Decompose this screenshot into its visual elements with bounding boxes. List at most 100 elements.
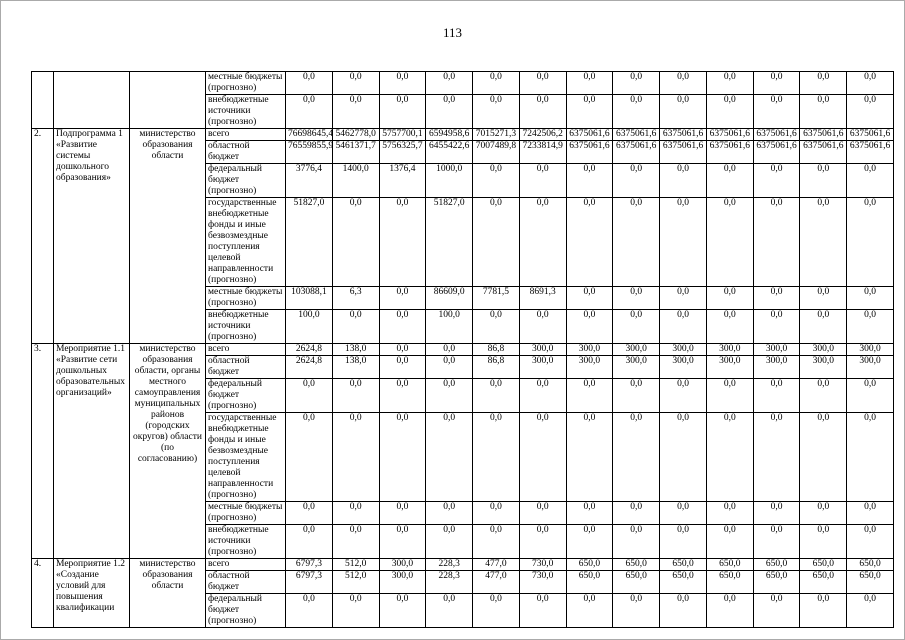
budget-type-cell: государственные внебюджетные фонды и ины…: [205, 197, 286, 287]
row-number-cell: 3.: [31, 343, 54, 559]
value-cell: 6455422,6: [425, 140, 474, 164]
value-cell: 0,0: [378, 94, 427, 129]
value-cell: 6375061,6: [612, 140, 661, 164]
value-cell: 0,0: [752, 309, 801, 344]
value-cell: 0,0: [612, 286, 661, 310]
value-cell: 300,0: [752, 355, 801, 379]
value-cell: 650,0: [705, 558, 754, 571]
value-cell: 0,0: [378, 197, 427, 287]
value-cell: 0,0: [472, 163, 520, 198]
value-cell: 0,0: [425, 378, 474, 413]
value-cell: 650,0: [799, 558, 848, 571]
value-cell: 0,0: [705, 71, 754, 95]
value-cell: 6797,3: [285, 570, 333, 594]
value-cell: 0,0: [472, 197, 520, 287]
value-cell: 0,0: [565, 286, 614, 310]
value-cell: 300,0: [518, 355, 567, 379]
value-cell: 0,0: [612, 197, 661, 287]
value-cell: 0,0: [752, 94, 801, 129]
value-cell: 0,0: [752, 501, 801, 525]
value-cell: 51827,0: [425, 197, 474, 287]
budget-table: местные бюджеты (прогнозно) 0,0 0,0 0,0 0,0 0…: [31, 71, 894, 628]
value-cell: 0,0: [846, 524, 894, 559]
value-cell: 0,0: [612, 309, 661, 344]
budget-type-cell: всего: [205, 128, 286, 141]
value-cell: 650,0: [846, 570, 894, 594]
value-cell: 0,0: [518, 94, 567, 129]
value-cell: 228,3: [425, 570, 474, 594]
value-cell: 1376,4: [378, 163, 427, 198]
value-cell: 0,0: [472, 501, 520, 525]
value-cell: 0,0: [285, 412, 333, 502]
value-cell: 0,0: [378, 309, 427, 344]
budget-type-cell: местные бюджеты (прогнозно): [205, 501, 286, 525]
ministry-cell: [129, 71, 206, 129]
value-cell: 0,0: [565, 309, 614, 344]
table-row: областной бюджет 6797,3 512,0 300,0 228,3 477…: [32, 570, 894, 594]
value-cell: 0,0: [378, 71, 427, 95]
value-cell: 0,0: [285, 501, 333, 525]
row-number-cell: [31, 71, 54, 129]
value-cell: 300,0: [565, 343, 614, 356]
value-cell: 0,0: [518, 197, 567, 287]
value-cell: 0,0: [659, 378, 707, 413]
value-cell: 0,0: [659, 94, 707, 129]
value-cell: 0,0: [799, 197, 848, 287]
value-cell: 0,0: [799, 593, 848, 628]
value-cell: 6375061,6: [659, 128, 707, 141]
value-cell: 0,0: [799, 163, 848, 198]
value-cell: 477,0: [472, 558, 520, 571]
value-cell: 0,0: [472, 593, 520, 628]
value-cell: 0,0: [518, 524, 567, 559]
budget-type-cell: местные бюджеты (прогнозно): [205, 71, 286, 95]
value-cell: 0,0: [612, 378, 661, 413]
value-cell: 0,0: [705, 197, 754, 287]
program-name-cell: Мероприятие 1.2 «Создание условий для по…: [53, 558, 130, 628]
value-cell: 730,0: [518, 558, 567, 571]
value-cell: 0,0: [518, 412, 567, 502]
program-name-cell: Мероприятие 1.1 «Развитие сети дошкольны…: [53, 343, 130, 559]
value-cell: 0,0: [472, 524, 520, 559]
value-cell: 0,0: [331, 524, 380, 559]
table-row: местные бюджеты (прогнозно) 103088,1 6,3 0,…: [32, 286, 894, 310]
value-cell: 0,0: [425, 412, 474, 502]
value-cell: 6375061,6: [799, 140, 848, 164]
value-cell: 0,0: [565, 94, 614, 129]
value-cell: 0,0: [705, 309, 754, 344]
value-cell: 0,0: [705, 94, 754, 129]
value-cell: 6,3: [331, 286, 380, 310]
value-cell: 0,0: [285, 593, 333, 628]
value-cell: 0,0: [752, 378, 801, 413]
value-cell: 0,0: [331, 309, 380, 344]
value-cell: 6375061,6: [752, 128, 801, 141]
value-cell: 0,0: [331, 71, 380, 95]
value-cell: 0,0: [846, 378, 894, 413]
value-cell: 650,0: [612, 558, 661, 571]
budget-type-cell: внебюджетные источники (прогнозно): [205, 309, 286, 344]
value-cell: 0,0: [659, 501, 707, 525]
value-cell: 0,0: [752, 593, 801, 628]
value-cell: 6797,3: [285, 558, 333, 571]
value-cell: 0,0: [846, 163, 894, 198]
value-cell: 0,0: [331, 501, 380, 525]
value-cell: 0,0: [331, 197, 380, 287]
value-cell: 76559855,9: [285, 140, 333, 164]
value-cell: 0,0: [331, 94, 380, 129]
value-cell: 300,0: [752, 343, 801, 356]
value-cell: 0,0: [752, 197, 801, 287]
value-cell: 228,3: [425, 558, 474, 571]
value-cell: 6375061,6: [799, 128, 848, 141]
value-cell: 650,0: [565, 558, 614, 571]
value-cell: 300,0: [705, 355, 754, 379]
value-cell: 0,0: [565, 593, 614, 628]
value-cell: 650,0: [565, 570, 614, 594]
value-cell: 0,0: [752, 524, 801, 559]
value-cell: 0,0: [285, 378, 333, 413]
value-cell: 300,0: [518, 343, 567, 356]
value-cell: 7781,5: [472, 286, 520, 310]
value-cell: 0,0: [659, 163, 707, 198]
budget-type-cell: федеральный бюджет (прогнозно): [205, 378, 286, 413]
value-cell: 0,0: [659, 524, 707, 559]
value-cell: 0,0: [705, 163, 754, 198]
